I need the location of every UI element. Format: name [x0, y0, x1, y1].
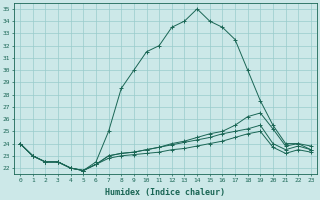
X-axis label: Humidex (Indice chaleur): Humidex (Indice chaleur): [106, 188, 226, 197]
